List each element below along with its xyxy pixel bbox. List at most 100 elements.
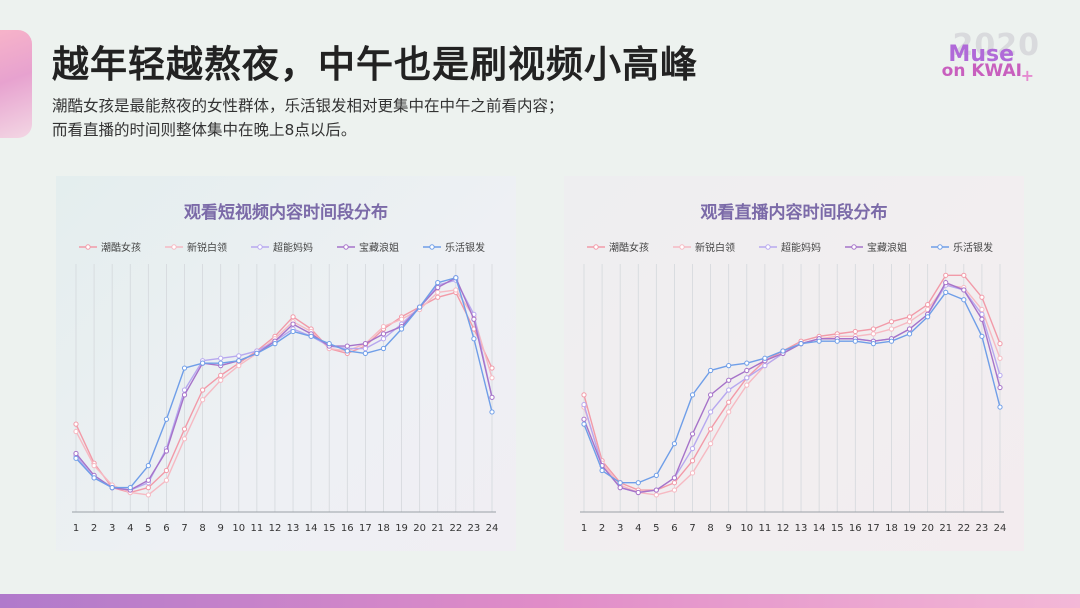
data-point	[943, 289, 949, 296]
x-tick-label: 1	[581, 523, 587, 534]
data-point	[744, 367, 750, 374]
data-point	[617, 480, 623, 486]
data-point	[362, 350, 368, 356]
data-point	[127, 485, 133, 491]
legend-item: 超能妈妈	[251, 241, 313, 254]
x-tick-label: 16	[341, 523, 354, 534]
data-point	[708, 426, 714, 432]
data-point	[362, 341, 368, 347]
data-point	[581, 402, 587, 408]
title-accent-block	[0, 30, 32, 138]
data-point	[671, 441, 678, 447]
data-point	[181, 426, 188, 432]
page-subtitle-line-2: 而看直播的时间则整体集中在晚上8点以后。	[52, 121, 357, 139]
data-point	[689, 392, 696, 398]
data-point	[726, 387, 732, 393]
x-tick-label: 5	[653, 523, 659, 534]
series-group	[581, 272, 1003, 493]
data-point	[489, 409, 495, 415]
series-group	[581, 282, 1003, 498]
x-tick-label: 11	[759, 523, 772, 534]
series-line	[75, 277, 493, 491]
data-point	[816, 338, 822, 344]
x-tick-label: 22	[957, 523, 970, 534]
data-point	[200, 387, 206, 393]
data-point	[726, 363, 732, 369]
data-point	[308, 333, 314, 339]
data-point	[435, 289, 441, 296]
data-point	[780, 348, 786, 354]
data-point	[762, 355, 768, 361]
data-point	[653, 472, 659, 478]
data-point	[689, 431, 696, 437]
data-point	[708, 409, 714, 415]
data-point	[762, 363, 768, 369]
x-tick-label: 9	[726, 523, 732, 534]
x-tick-label: 15	[831, 523, 844, 534]
data-point	[236, 353, 242, 359]
x-tick-label: 9	[218, 523, 224, 534]
series-line	[583, 291, 1001, 484]
data-point	[344, 343, 350, 349]
data-point	[453, 287, 459, 293]
series-line	[583, 284, 1001, 496]
legend-label: 潮酷女孩	[101, 241, 141, 254]
x-tick-label: 14	[305, 523, 318, 534]
x-tick-label: 22	[449, 523, 462, 534]
data-point	[73, 421, 79, 427]
legend-label: 超能妈妈	[781, 241, 821, 254]
data-point	[689, 458, 696, 464]
series-group	[581, 282, 1003, 496]
chart-title: 观看短视频内容时间段分布	[183, 202, 388, 223]
series-line	[583, 274, 1001, 491]
data-point	[163, 477, 170, 483]
data-point	[489, 394, 495, 400]
data-point	[181, 392, 188, 398]
data-point	[671, 475, 678, 481]
x-tick-label: 20	[921, 523, 934, 534]
data-point	[181, 436, 188, 442]
data-point	[380, 323, 387, 330]
data-point	[417, 304, 423, 310]
legend-marker	[85, 244, 91, 250]
data-point	[398, 326, 405, 332]
data-point	[581, 421, 587, 427]
legend-label: 超能妈妈	[273, 241, 313, 254]
data-point	[961, 287, 967, 293]
x-tick-label: 7	[181, 523, 187, 534]
series-group	[73, 289, 495, 496]
logo-plus: +	[1020, 66, 1034, 85]
data-point	[380, 331, 387, 337]
data-point	[91, 475, 97, 481]
legend-marker	[429, 244, 435, 250]
data-point	[671, 487, 678, 493]
data-point	[145, 477, 151, 483]
x-tick-label: 5	[145, 523, 151, 534]
data-point	[834, 338, 840, 344]
x-tick-label: 4	[635, 523, 641, 534]
data-point	[290, 314, 296, 320]
legend-item: 乐活银发	[423, 241, 485, 254]
page-subtitle-line-1: 潮酷女孩是最能熬夜的女性群体，乐活银发相对更集中在中午之前看内容；	[52, 97, 564, 115]
data-point	[635, 489, 641, 496]
series-line	[75, 279, 493, 491]
x-tick-label: 21	[431, 523, 444, 534]
data-point	[398, 316, 405, 322]
data-point	[218, 372, 224, 378]
x-tick-label: 4	[127, 523, 133, 534]
data-point	[943, 280, 949, 286]
x-tick-label: 6	[163, 523, 169, 534]
data-point	[906, 331, 913, 337]
series-line	[583, 281, 1001, 494]
x-tick-label: 21	[939, 523, 952, 534]
x-tick-label: 10	[232, 523, 245, 534]
data-point	[943, 272, 949, 278]
data-point	[888, 326, 895, 332]
chart-title: 观看直播内容时间段分布	[700, 202, 888, 223]
data-point	[73, 455, 79, 461]
data-point	[181, 365, 188, 371]
series-group	[73, 275, 495, 493]
data-point	[73, 428, 79, 435]
series-line	[583, 284, 1001, 494]
